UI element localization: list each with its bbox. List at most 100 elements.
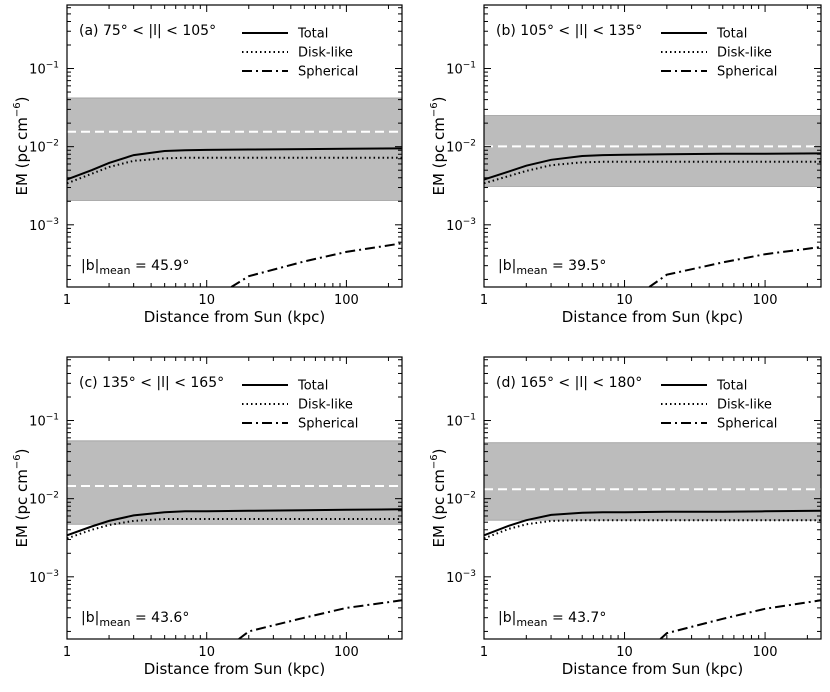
legend-label-spherical: Spherical xyxy=(717,65,777,80)
b-mean-subscript: mean xyxy=(99,616,130,629)
y-tick-exponent: −2 xyxy=(46,491,59,501)
y-tick-label: 10−3 xyxy=(446,569,476,586)
x-axis-title: Distance from Sun (kpc) xyxy=(562,308,744,326)
y-tick-base: 10 xyxy=(29,141,46,156)
series-line-total xyxy=(484,152,821,181)
legend-label-spherical: Spherical xyxy=(298,65,358,80)
y-axis-title-close: ) xyxy=(13,448,31,454)
x-tick-label: 100 xyxy=(753,645,778,660)
x-ticks xyxy=(483,5,808,287)
y-tick-exponent: −3 xyxy=(463,217,476,227)
y-axis-title: EM (pc cm−6) xyxy=(429,96,448,195)
panel-letter: (b) xyxy=(496,23,516,39)
y-ticks xyxy=(484,359,821,632)
y-axis-title-text: EM (pc cm xyxy=(13,117,31,195)
x-tick-label: 100 xyxy=(753,293,778,308)
legend-label-disk-like: Disk-like xyxy=(298,398,353,413)
legend: Total Disk-like Spherical xyxy=(242,379,358,432)
x-tick-label: 10 xyxy=(616,293,633,308)
x-tick-label: 100 xyxy=(334,293,359,308)
y-axis-title-text: EM (pc cm xyxy=(430,117,448,195)
b-mean-value: = 43.6° xyxy=(131,610,190,626)
y-axis-title-exponent: −6 xyxy=(12,102,23,117)
legend-label-total: Total xyxy=(297,27,328,42)
y-tick-label: 10−2 xyxy=(446,139,476,156)
panel-label: (b) 105° < |l| < 135° xyxy=(496,23,642,39)
y-tick-exponent: −1 xyxy=(463,61,476,71)
b-mean-prefix: |b| xyxy=(81,258,99,274)
x-tick-label: 1 xyxy=(63,293,71,308)
y-tick-base: 10 xyxy=(29,219,46,234)
y-axis-title-text: EM (pc cm xyxy=(430,469,448,547)
panel-letter: (d) xyxy=(496,375,516,391)
b-mean-prefix: |b| xyxy=(498,610,516,626)
legend-label-total: Total xyxy=(716,27,747,42)
series-line-total xyxy=(67,508,402,537)
legend-label-disk-like: Disk-like xyxy=(298,46,353,61)
panel-label: (a) 75° < |l| < 105° xyxy=(79,23,216,39)
b-mean-annotation: |b|mean = 45.9° xyxy=(81,258,189,277)
y-tick-exponent: −3 xyxy=(46,217,59,227)
y-tick-label: 10−1 xyxy=(446,413,476,430)
x-tick-label: 10 xyxy=(616,645,633,660)
observed-range-band xyxy=(484,115,821,187)
x-tick-label: 1 xyxy=(480,645,488,660)
y-tick-exponent: −1 xyxy=(463,413,476,423)
legend-label-disk-like: Disk-like xyxy=(717,46,772,61)
y-axis-title: EM (pc cm−6) xyxy=(12,96,31,195)
panel-frame xyxy=(483,4,822,288)
x-axis-title: Distance from Sun (kpc) xyxy=(144,660,326,678)
y-ticks xyxy=(484,7,821,280)
y-tick-base: 10 xyxy=(446,493,463,508)
y-tick-exponent: −1 xyxy=(46,61,59,71)
y-axis-title-exponent: −6 xyxy=(12,454,23,469)
y-axis-title-exponent: −6 xyxy=(429,102,440,117)
y-tick-exponent: −1 xyxy=(46,413,59,423)
panel-label: (d) 165° < |l| < 180° xyxy=(496,375,642,391)
y-axis-title-close: ) xyxy=(13,96,31,102)
legend: Total Disk-like Spherical xyxy=(242,27,358,80)
plot-area xyxy=(484,115,821,287)
y-axis-title-close: ) xyxy=(430,448,448,454)
b-mean-value: = 39.5° xyxy=(548,258,607,274)
legend-label-total: Total xyxy=(297,379,328,394)
panel-frame xyxy=(66,356,403,640)
y-ticks xyxy=(67,7,402,280)
y-axis-title-text: EM (pc cm xyxy=(13,469,31,547)
y-tick-base: 10 xyxy=(29,63,46,78)
y-tick-base: 10 xyxy=(446,571,463,586)
x-tick-label: 1 xyxy=(480,293,488,308)
b-mean-subscript: mean xyxy=(516,616,547,629)
y-axis-title: EM (pc cm−6) xyxy=(429,448,448,547)
series-line-total xyxy=(67,147,402,181)
b-mean-subscript: mean xyxy=(99,264,130,277)
plot-area xyxy=(67,440,402,639)
panel-letter: (a) xyxy=(79,23,99,39)
y-tick-exponent: −2 xyxy=(463,139,476,149)
y-tick-label: 10−3 xyxy=(29,569,59,586)
y-tick-exponent: −3 xyxy=(463,569,476,579)
b-mean-value: = 43.7° xyxy=(548,610,607,626)
panel-letter: (c) xyxy=(79,375,98,391)
b-mean-annotation: |b|mean = 43.7° xyxy=(498,610,606,629)
y-axis-title: EM (pc cm−6) xyxy=(12,448,31,547)
x-tick-label: 10 xyxy=(198,645,215,660)
x-tick-label: 1 xyxy=(63,645,71,660)
y-tick-base: 10 xyxy=(446,219,463,234)
series-line-spherical xyxy=(659,599,821,639)
y-tick-exponent: −2 xyxy=(46,139,59,149)
series-line-spherical xyxy=(230,242,402,287)
y-tick-base: 10 xyxy=(29,571,46,586)
y-tick-label: 10−1 xyxy=(29,413,59,430)
y-tick-exponent: −2 xyxy=(463,491,476,501)
legend-label-total: Total xyxy=(716,379,747,394)
legend-label-disk-like: Disk-like xyxy=(717,398,772,413)
plot-area xyxy=(67,97,402,287)
panel-frame xyxy=(66,4,403,288)
legend-label-spherical: Spherical xyxy=(717,417,777,432)
series-line-disk-like xyxy=(484,519,821,540)
x-ticks xyxy=(66,5,389,287)
